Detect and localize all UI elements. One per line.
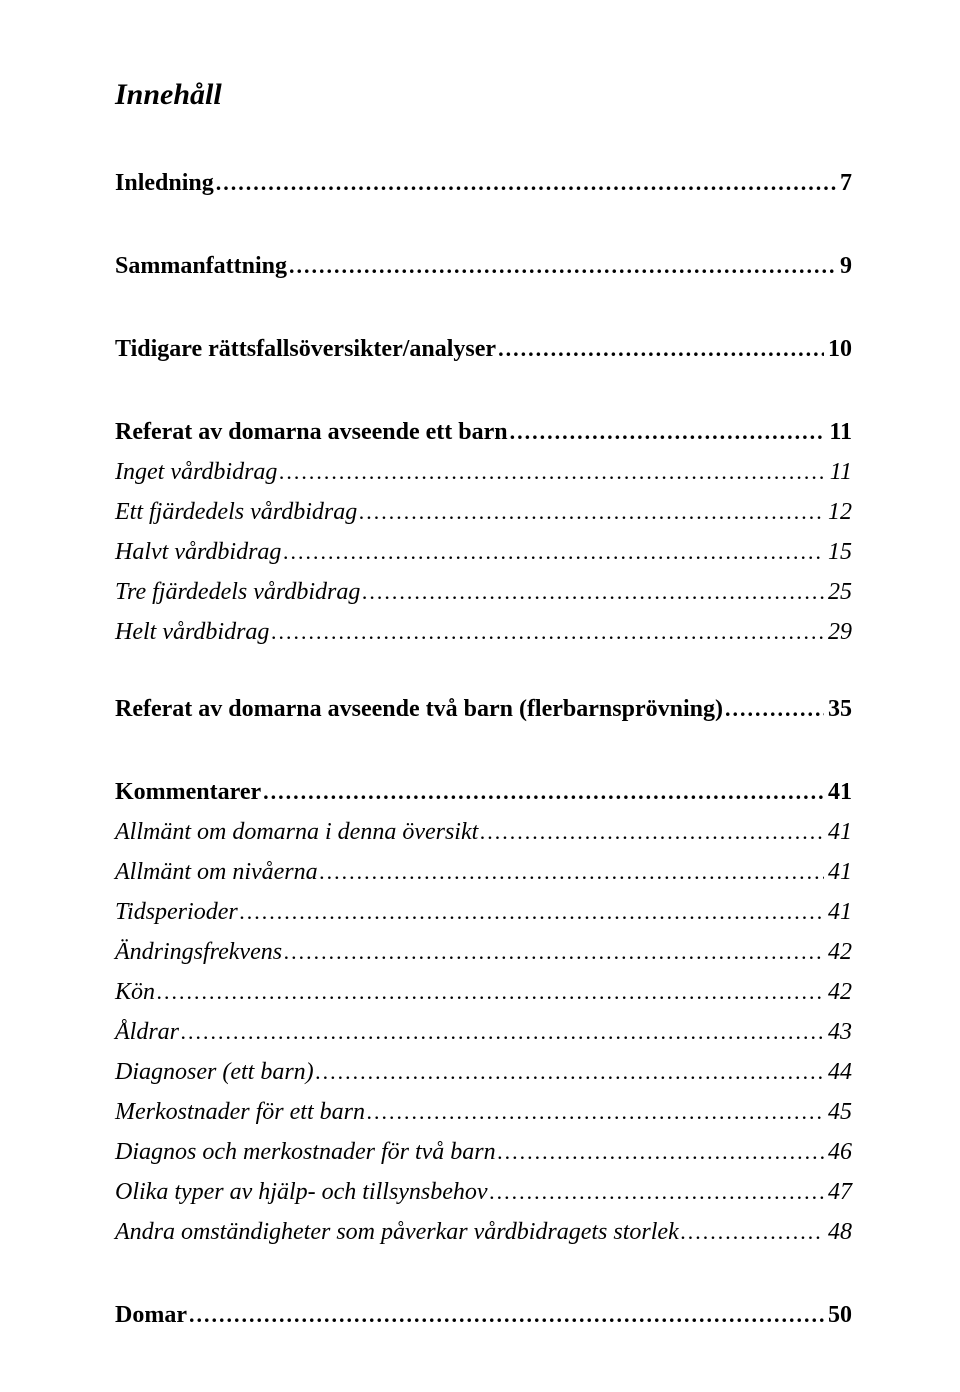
toc-label: Inget vårdbidrag bbox=[115, 459, 277, 486]
toc-page-number: 48 bbox=[828, 1219, 852, 1246]
toc-leader bbox=[240, 899, 824, 925]
toc-leader bbox=[189, 1302, 824, 1328]
toc-sub-row: Allmänt om nivåerna 41 bbox=[115, 859, 852, 886]
toc-page-number: 35 bbox=[828, 696, 852, 723]
toc-label: Halvt vårdbidrag bbox=[115, 539, 281, 566]
toc-label: Referat av domarna avseende ett barn bbox=[115, 419, 508, 446]
toc-section-row: Sammanfattning 9 bbox=[115, 253, 852, 280]
toc-page-number: 10 bbox=[828, 336, 852, 363]
toc-leader bbox=[271, 619, 824, 645]
toc-page-number: 11 bbox=[829, 419, 852, 446]
toc-leader bbox=[289, 253, 836, 279]
toc-sub-row: Diagnos och merkostnader för två barn 46 bbox=[115, 1139, 852, 1166]
toc-section-row: Kommentarer 41 bbox=[115, 779, 852, 806]
toc-leader bbox=[181, 1019, 824, 1045]
toc-label: Merkostnader för ett barn bbox=[115, 1099, 365, 1126]
toc-label: Åldrar bbox=[115, 1019, 179, 1046]
toc-leader bbox=[681, 1219, 824, 1245]
toc-leader bbox=[279, 459, 825, 485]
toc-page-number: 45 bbox=[828, 1099, 852, 1126]
toc-sub-row: Ändringsfrekvens 42 bbox=[115, 939, 852, 966]
toc-sub-row: Inget vårdbidrag 11 bbox=[115, 459, 852, 486]
toc-page: Innehåll Inledning 7 Sammanfattning 9 Tidiga… bbox=[0, 0, 960, 1392]
toc-leader bbox=[480, 819, 824, 845]
toc-label: Tidsperioder bbox=[115, 899, 238, 926]
toc-label: Diagnos och merkostnader för två barn bbox=[115, 1139, 496, 1166]
toc-label: Ett fjärdedels vårdbidrag bbox=[115, 499, 357, 526]
toc-page-number: 41 bbox=[828, 779, 852, 806]
toc-page-number: 46 bbox=[828, 1139, 852, 1166]
toc-section-row: Inledning 7 bbox=[115, 170, 852, 197]
toc-page-number: 50 bbox=[828, 1302, 852, 1329]
toc-leader bbox=[510, 419, 826, 445]
toc-page-number: 43 bbox=[828, 1019, 852, 1046]
toc-page-number: 12 bbox=[828, 499, 852, 526]
toc-sub-row: Andra omständigheter som påverkar vårdbi… bbox=[115, 1219, 852, 1246]
toc-section-row: Domar 50 bbox=[115, 1302, 852, 1329]
toc-label: Tidigare rättsfallsöversikter/analyser bbox=[115, 336, 496, 363]
toc-label: Kön bbox=[115, 979, 155, 1006]
toc-leader bbox=[362, 579, 824, 605]
toc-leader bbox=[316, 1059, 824, 1085]
toc-section-row: Referat av domarna avseende ett barn 11 bbox=[115, 419, 852, 446]
toc-label: Ändringsfrekvens bbox=[115, 939, 282, 966]
toc-label: Andra omständigheter som påverkar vårdbi… bbox=[115, 1219, 679, 1246]
toc-page-number: 11 bbox=[830, 459, 852, 486]
toc-sub-row: Diagnoser (ett barn) 44 bbox=[115, 1059, 852, 1086]
toc-page-number: 42 bbox=[828, 939, 852, 966]
toc-sub-row: Tidsperioder 41 bbox=[115, 899, 852, 926]
toc-sub-row: Allmänt om domarna i denna översikt 41 bbox=[115, 819, 852, 846]
page-title: Innehåll bbox=[115, 78, 852, 112]
toc-label: Diagnoser (ett barn) bbox=[115, 1059, 314, 1086]
toc-page-number: 7 bbox=[840, 170, 852, 197]
toc-list: Inledning 7 Sammanfattning 9 Tidigare rättsf… bbox=[115, 170, 852, 1329]
toc-leader bbox=[367, 1099, 824, 1125]
toc-leader bbox=[498, 1139, 824, 1165]
toc-leader bbox=[490, 1179, 824, 1205]
toc-page-number: 41 bbox=[828, 819, 852, 846]
toc-label: Kommentarer bbox=[115, 779, 261, 806]
toc-leader bbox=[359, 499, 824, 525]
toc-leader bbox=[283, 539, 824, 565]
toc-leader bbox=[498, 336, 824, 362]
toc-section-row: Tidigare rättsfallsöversikter/analyser 10 bbox=[115, 336, 852, 363]
toc-leader bbox=[725, 696, 824, 722]
toc-page-number: 42 bbox=[828, 979, 852, 1006]
toc-label: Allmänt om nivåerna bbox=[115, 859, 318, 886]
toc-label: Referat av domarna avseende två barn (fl… bbox=[115, 696, 723, 723]
toc-page-number: 29 bbox=[828, 619, 852, 646]
toc-label: Tre fjärdedels vårdbidrag bbox=[115, 579, 360, 606]
toc-sub-row: Merkostnader för ett barn 45 bbox=[115, 1099, 852, 1126]
toc-sub-row: Tre fjärdedels vårdbidrag 25 bbox=[115, 579, 852, 606]
toc-leader bbox=[157, 979, 824, 1005]
toc-sub-row: Åldrar 43 bbox=[115, 1019, 852, 1046]
toc-label: Sammanfattning bbox=[115, 253, 287, 280]
toc-sub-row: Olika typer av hjälp- och tillsynsbehov 4… bbox=[115, 1179, 852, 1206]
toc-sub-row: Kön 42 bbox=[115, 979, 852, 1006]
toc-page-number: 9 bbox=[840, 253, 852, 280]
toc-leader bbox=[263, 779, 824, 805]
toc-sub-row: Halvt vårdbidrag 15 bbox=[115, 539, 852, 566]
toc-label: Allmänt om domarna i denna översikt bbox=[115, 819, 478, 846]
toc-label: Olika typer av hjälp- och tillsynsbehov bbox=[115, 1179, 488, 1206]
toc-page-number: 44 bbox=[828, 1059, 852, 1086]
toc-page-number: 41 bbox=[828, 859, 852, 886]
toc-section-row: Referat av domarna avseende två barn (fl… bbox=[115, 696, 852, 723]
toc-leader bbox=[284, 939, 824, 965]
toc-leader bbox=[320, 859, 824, 885]
toc-sub-row: Ett fjärdedels vårdbidrag 12 bbox=[115, 499, 852, 526]
toc-page-number: 41 bbox=[828, 899, 852, 926]
toc-leader bbox=[216, 170, 836, 196]
toc-label: Helt vårdbidrag bbox=[115, 619, 269, 646]
toc-label: Inledning bbox=[115, 170, 214, 197]
toc-page-number: 47 bbox=[828, 1179, 852, 1206]
toc-sub-row: Helt vårdbidrag 29 bbox=[115, 619, 852, 646]
toc-page-number: 15 bbox=[828, 539, 852, 566]
toc-label: Domar bbox=[115, 1302, 187, 1329]
toc-page-number: 25 bbox=[828, 579, 852, 606]
